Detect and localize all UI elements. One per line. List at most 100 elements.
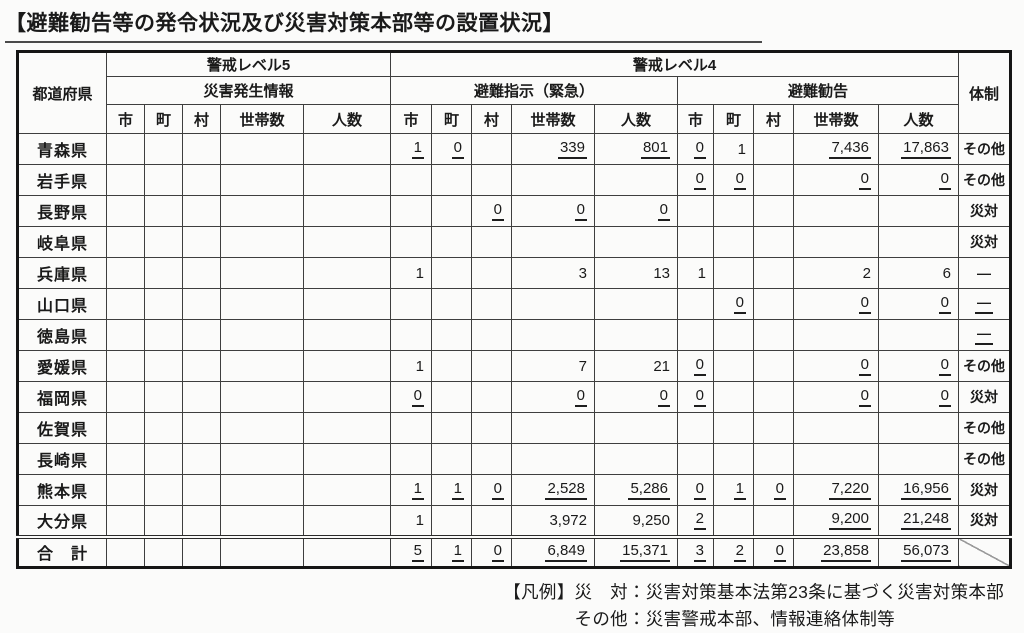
unit-col-people: 人数: [303, 104, 391, 134]
value-cell: 2,528: [511, 474, 595, 506]
value-cell: [220, 133, 304, 165]
taisei-cell: その他: [958, 164, 1011, 196]
value-cell: [431, 164, 472, 196]
value-cell: 0: [471, 474, 512, 506]
value-cell: [390, 288, 432, 320]
value-cell: [677, 319, 714, 351]
value-cell: [144, 505, 183, 537]
legend-line-sonota: その他：災害警戒本部、情報連絡体制等: [574, 609, 895, 630]
underlined-value: 3: [693, 542, 706, 563]
value-cell: 0: [471, 534, 512, 568]
value-cell: 0: [431, 133, 472, 165]
value-cell: [713, 195, 754, 227]
underlined-value: 5: [411, 542, 424, 563]
header-level4: 警戒レベル4: [390, 51, 959, 77]
unit-col-city: 市: [390, 104, 432, 134]
value-cell: [713, 443, 754, 475]
value-cell: [106, 474, 145, 506]
prefecture-cell: 岐阜県: [17, 226, 107, 258]
value-cell: [303, 474, 391, 506]
value-cell: 21,248: [878, 505, 959, 537]
underlined-value: 6,849: [545, 542, 587, 563]
value-cell: [106, 257, 145, 289]
value-cell: [511, 288, 595, 320]
legend-label: 【凡例】: [503, 582, 575, 602]
value-cell: [753, 443, 794, 475]
value-cell: [106, 350, 145, 382]
value-cell: [753, 164, 794, 196]
unit-col-village: 村: [753, 104, 794, 134]
value-cell: 3: [677, 534, 714, 568]
unit-col-households: 世帯数: [511, 104, 595, 134]
underlined-value: 0: [657, 201, 670, 222]
value-cell: [753, 195, 794, 227]
underlined-value: 0: [938, 170, 951, 191]
prefecture-row: 岐阜県 災対: [17, 226, 1011, 258]
value-cell: [220, 443, 304, 475]
underlined-value: 1: [411, 480, 424, 501]
value-cell: 3: [511, 257, 595, 289]
taisei-cell: その他: [958, 133, 1011, 165]
underlined-value: 0: [733, 294, 746, 315]
value-cell: [471, 412, 512, 444]
value-cell: [182, 350, 221, 382]
value-cell: 2: [713, 534, 754, 568]
value-cell: [431, 350, 472, 382]
value-cell: [431, 319, 472, 351]
value-cell: [303, 164, 391, 196]
value-cell: 0: [878, 350, 959, 382]
underlined-value: 801: [640, 139, 670, 160]
value-cell: [106, 381, 145, 413]
value-cell: [753, 505, 794, 537]
underlined-value: 2,528: [545, 480, 587, 501]
value-cell: [182, 474, 221, 506]
value-cell: [793, 195, 879, 227]
value-cell: [878, 412, 959, 444]
value-cell: [144, 412, 183, 444]
evacuation-status-table: 都道府県 警戒レベル5 警戒レベル4 体制 災害発生情報 避難指示（緊急） 避難…: [16, 50, 1012, 569]
underlined-value: 0: [693, 387, 706, 408]
value-cell: [220, 505, 304, 537]
prefecture-cell: 愛媛県: [17, 350, 107, 382]
value-cell: [677, 226, 714, 258]
value-cell: [793, 226, 879, 258]
value-cell: [471, 350, 512, 382]
value-cell: 56,073: [878, 534, 959, 568]
value-cell: 15,371: [594, 534, 678, 568]
prefecture-cell: 熊本県: [17, 474, 107, 506]
value-cell: 1: [390, 257, 432, 289]
prefecture-row: 徳島県 ―: [17, 319, 1011, 351]
prefecture-row: 福岡県 0 0 0 0 0 0 災対: [17, 381, 1011, 413]
value-cell: [594, 164, 678, 196]
value-cell: [106, 412, 145, 444]
slash-cell: [958, 534, 1011, 568]
value-cell: [713, 412, 754, 444]
unit-col-city: 市: [677, 104, 714, 134]
value-cell: [220, 350, 304, 382]
underlined-value: 0: [858, 387, 871, 408]
value-cell: 17,863: [878, 133, 959, 165]
value-cell: 9,250: [594, 505, 678, 537]
value-cell: [594, 319, 678, 351]
value-cell: [144, 257, 183, 289]
value-cell: [677, 443, 714, 475]
value-cell: 1: [390, 505, 432, 537]
value-cell: 1: [677, 257, 714, 289]
value-cell: [878, 443, 959, 475]
underlined-value: 0: [693, 170, 706, 191]
value-cell: 21: [594, 350, 678, 382]
value-cell: 7,220: [793, 474, 879, 506]
underlined-value: 0: [938, 294, 951, 315]
prefecture-cell: 福岡県: [17, 381, 107, 413]
value-cell: [106, 443, 145, 475]
underlined-value: 56,073: [901, 542, 951, 563]
value-cell: [220, 195, 304, 227]
underlined-value: 15,371: [620, 542, 670, 563]
prefecture-row: 山口県 0 0 0 ―: [17, 288, 1011, 320]
underlined-value: ―: [975, 294, 993, 314]
value-cell: [431, 443, 472, 475]
taisei-cell: 災対: [958, 381, 1011, 413]
value-cell: [511, 226, 595, 258]
value-cell: 0: [793, 381, 879, 413]
taisei-cell: 災対: [958, 226, 1011, 258]
